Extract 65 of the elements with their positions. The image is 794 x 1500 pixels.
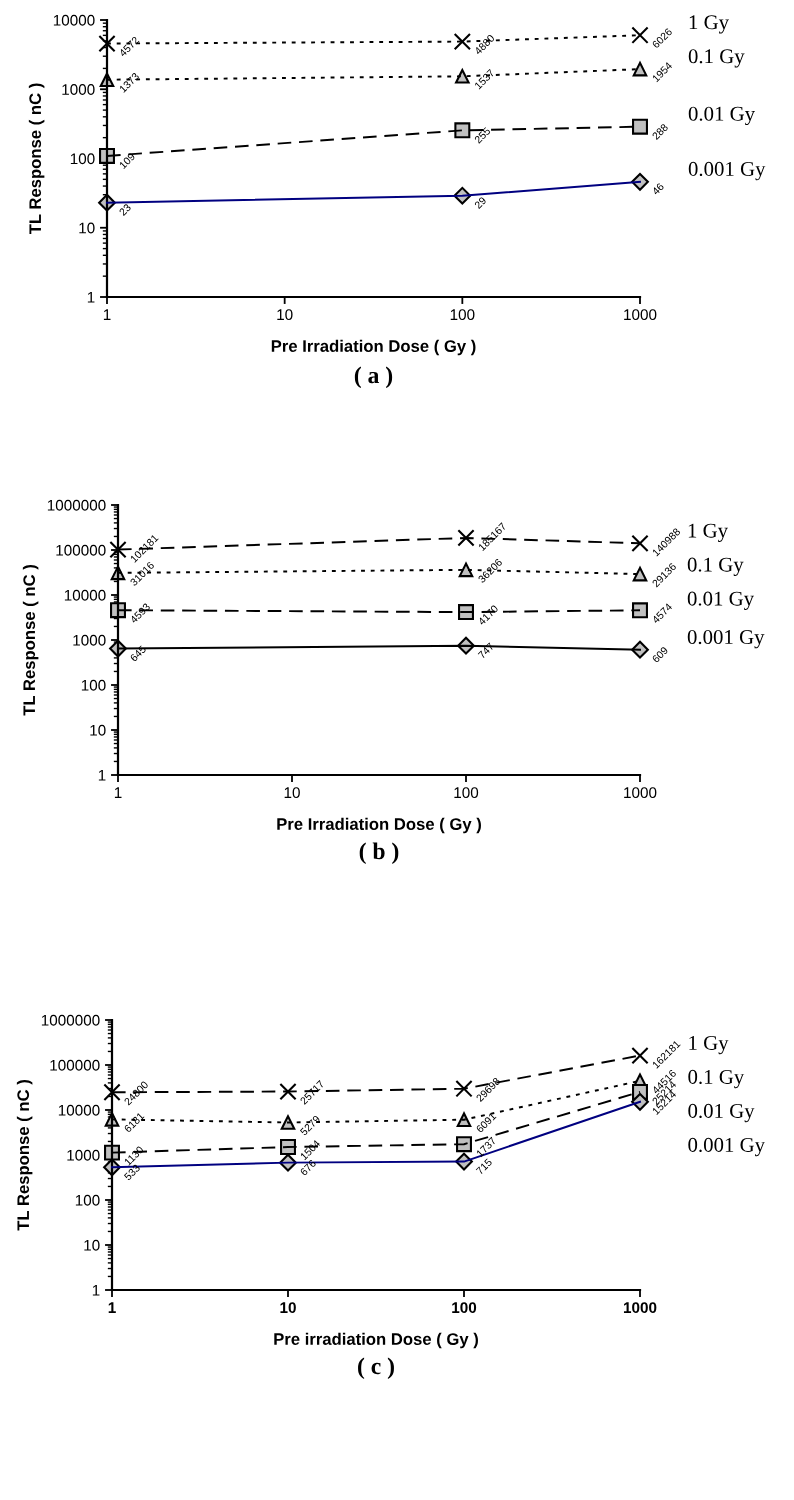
x-tick-label: 10 [280,1302,296,1314]
data-label: 288 [651,123,669,141]
data-label: 715 [475,1158,493,1175]
text: 0.1 Gy [688,1069,745,1089]
data-label: 46 [651,182,665,196]
x-tick-label: 100 [450,309,475,321]
x-tick-label: 1 [108,1302,116,1313]
x-tick-label: 10 [277,309,293,321]
x-axis-title: Pre Irradiation Dose ( Gy ) [271,339,476,356]
text: ( b ) [359,842,399,865]
point [103,1083,121,1101]
data-label: 676 [299,1159,317,1177]
data-label: 23 [118,203,132,217]
y-tick-label: 10000 [53,14,95,26]
y-tick-label: 10000 [64,589,106,601]
x-tick-label: 1 [114,787,122,798]
y-tick-label: 100000 [56,544,106,556]
x-tick-label: 100 [454,787,479,799]
y-axis-title: TL Response ( nC ) [22,565,39,716]
text: 1 Gy [689,1035,729,1055]
point [455,1080,473,1098]
data-label: 609 [651,646,669,664]
data-label: 747 [477,642,495,659]
text: ( c ) [358,1357,394,1380]
y-tick-label: 100 [81,679,106,691]
text: 1 Gy [689,15,729,34]
series-label: 0.01 Gy [687,591,755,610]
y-tick-label: 1000000 [41,1014,100,1026]
data-label: 29 [474,196,487,210]
x-tick-label: 1000 [624,787,657,799]
y-tick-label: 1000 [62,84,95,95]
series-label: 0.001 Gy [687,629,765,649]
y-tick-label: 1000000 [47,499,106,511]
y-tick-label: 10 [90,724,106,736]
data-label: 255 [474,126,491,144]
y-tick-label: 10000 [58,1104,100,1116]
y-tick-label: 1000 [67,1149,100,1161]
text: 0.001 Gy [688,1137,765,1157]
text: ( a ) [354,366,393,389]
y-axis-title: TL Response ( nC ) [16,1080,33,1231]
text: 0.1 Gy [688,49,745,68]
x-axis-title: Pre Irradiation Dose ( Gy ) [277,817,481,834]
x-tick-label: 1000 [624,309,657,321]
series-label: 1 Gy [688,523,728,542]
x-axis-title: Pre irradiation Dose ( Gy ) [274,1332,478,1349]
y-tick-label: 1 [92,1285,100,1296]
point [631,1046,649,1065]
x-tick-label: 10 [284,787,300,799]
y-tick-label: 1 [98,770,106,781]
y-tick-label: 10 [84,1239,100,1251]
y-tick-label: 10 [79,222,95,234]
y-axis-title: TL Response ( nC ) [28,83,45,235]
data-label: 109 [118,152,136,170]
y-tick-label: 1000 [73,634,106,646]
x-tick-label: 100 [452,1302,477,1314]
series-label: 0.001 Gy [688,161,766,181]
y-tick-label: 100 [70,153,95,165]
y-tick-label: 1 [87,292,95,303]
text: 0.1 Gy [687,557,744,576]
y-tick-label: 100 [75,1194,100,1206]
x-tick-label: 1000 [623,1302,657,1314]
text: 0.01 Gy [688,1103,755,1123]
y-tick-label: 100000 [50,1059,100,1071]
point [279,1082,297,1101]
text: 0.01 Gy [688,106,756,126]
